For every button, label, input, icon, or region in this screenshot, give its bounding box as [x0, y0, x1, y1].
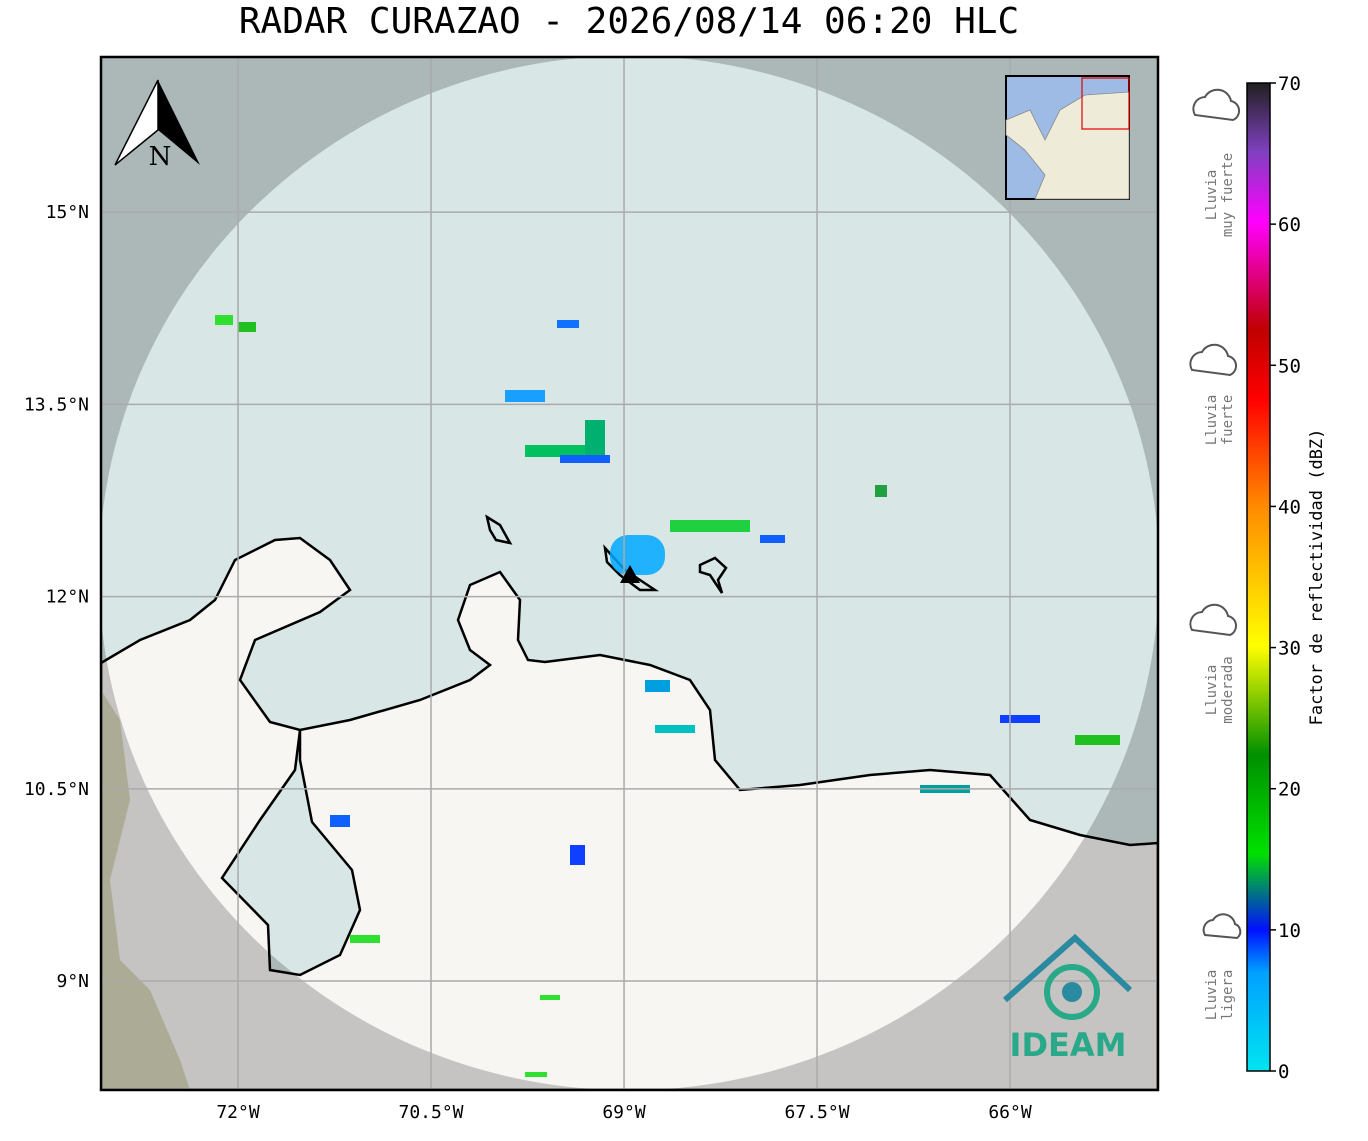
lat-tick-label: 15°N [46, 202, 89, 223]
legend-label: Lluvia [1204, 970, 1220, 1021]
colorbar-tick-label: 70 [1278, 73, 1301, 95]
colorbar: Factor de reflectividad (dBZ) 0 10 20 30 40 5… [1246, 73, 1327, 1083]
colorbar-tick-label: 30 [1278, 638, 1301, 660]
lon-tick-label: 67.5°W [785, 1102, 850, 1123]
legend-label: ligera [1220, 970, 1236, 1021]
lon-tick-label: 66°W [988, 1102, 1032, 1123]
lon-tick-label: 72°W [216, 1102, 260, 1123]
legend-label: Lluvia [1204, 665, 1220, 716]
radar-site [620, 565, 640, 583]
mainland [101, 536, 1158, 1090]
legend-label: muy fuerte [1220, 153, 1236, 237]
legend-label: Lluvia [1204, 170, 1220, 221]
colorbar-scale [1246, 82, 1271, 1072]
legend-label: moderada [1220, 656, 1236, 723]
colorbar-ticks: 0 10 20 30 40 50 60 70 [1270, 73, 1301, 1083]
logo: IDEAM [1003, 933, 1133, 1064]
legend-label: Lluvia [1204, 395, 1220, 446]
north-arrow: N [114, 79, 200, 172]
lat-tick-label: 12°N [46, 587, 89, 608]
lat-tick-label: 9°N [56, 971, 89, 992]
colorbar-tick-label: 10 [1278, 920, 1301, 942]
north-label: N [149, 142, 172, 172]
lake-maracaibo [220, 729, 362, 977]
grid [101, 57, 1158, 1090]
legend-label: fuerte [1220, 395, 1236, 446]
logo-text: IDEAM [1010, 1026, 1127, 1064]
map-frame [99, 55, 1160, 1092]
border-region [101, 690, 190, 1090]
aruba [485, 514, 513, 545]
colorbar-tick-label: 0 [1278, 1061, 1289, 1083]
colorbar-tick-label: 50 [1278, 355, 1301, 377]
axes: 72°W 70.5°W 69°W 67.5°W 66°W 15°N 13.5°N 12°N 10… [24, 202, 1032, 1123]
colorbar-tick-label: 60 [1278, 214, 1301, 236]
lon-tick-label: 70.5°W [399, 1102, 464, 1123]
lat-tick-label: 13.5°N [24, 394, 89, 415]
map: N IDEAM [101, 57, 1158, 1090]
title: RADAR CURAZAO - 2026/08/14 06:20 HLC [239, 1, 1019, 42]
colorbar-tick-label: 20 [1278, 779, 1301, 801]
colorbar-label: Factor de reflectividad (dBZ) [1307, 429, 1327, 726]
legend-icons [1189, 88, 1242, 940]
lat-tick-label: 10.5°N [24, 779, 89, 800]
lon-tick-label: 69°W [602, 1102, 646, 1123]
inset-map [1005, 75, 1130, 200]
bonaire [698, 556, 728, 594]
colorbar-tick-label: 40 [1278, 496, 1301, 518]
